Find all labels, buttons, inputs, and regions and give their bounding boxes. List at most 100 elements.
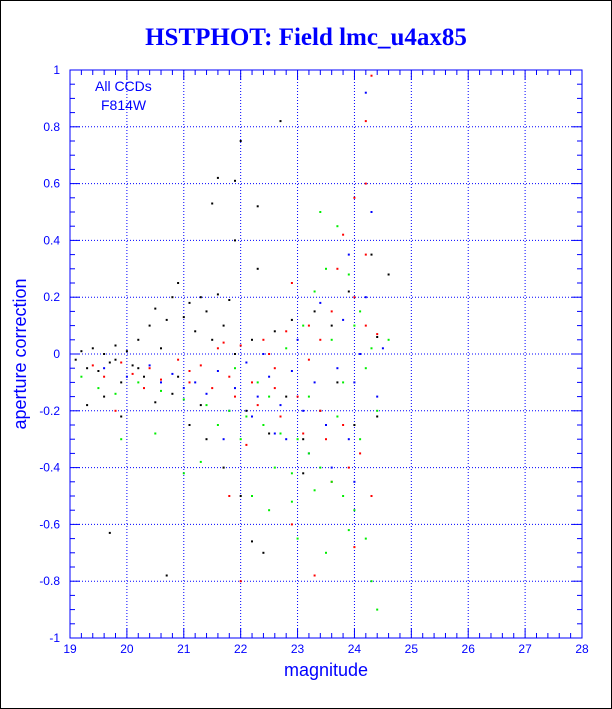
data-point — [228, 375, 231, 378]
data-point — [97, 387, 100, 390]
data-point — [251, 415, 253, 418]
chart-title: HSTPHOT: Field lmc_u4ax85 — [145, 24, 467, 51]
data-point — [302, 438, 305, 441]
data-point — [353, 509, 356, 512]
data-point — [307, 395, 310, 398]
data-point — [290, 523, 293, 526]
data-point — [103, 367, 106, 370]
data-point — [216, 370, 219, 372]
data-point — [239, 344, 242, 347]
y-tick-label: 0.4 — [43, 233, 60, 247]
data-point — [364, 296, 367, 299]
data-point — [199, 364, 202, 367]
data-point — [114, 392, 117, 395]
data-point — [211, 202, 214, 205]
data-point — [234, 179, 236, 182]
data-point — [228, 409, 231, 412]
data-point — [245, 409, 248, 412]
data-point — [251, 495, 253, 497]
data-point — [251, 381, 253, 384]
data-point — [114, 358, 117, 361]
y-tick-label: -1 — [49, 631, 60, 645]
data-point — [313, 290, 316, 293]
data-point — [330, 338, 333, 341]
data-point — [262, 424, 265, 426]
data-point — [245, 415, 248, 418]
data-point — [347, 253, 350, 256]
y-tick-label: 1 — [53, 63, 60, 77]
data-point — [353, 480, 356, 483]
data-point — [359, 310, 362, 313]
data-point — [273, 330, 276, 333]
data-point — [325, 424, 327, 426]
data-point — [137, 381, 140, 384]
y-tick-label: -0.8 — [39, 574, 60, 588]
x-tick-label: 26 — [462, 642, 476, 656]
x-tick-label: 20 — [120, 642, 134, 656]
data-point — [353, 296, 356, 299]
data-point — [279, 415, 282, 418]
data-point — [103, 395, 106, 398]
data-point — [347, 290, 350, 293]
data-point — [290, 472, 293, 475]
data-point — [205, 392, 208, 395]
data-point — [347, 466, 350, 469]
data-point — [188, 381, 191, 384]
data-point — [273, 466, 276, 469]
data-point — [120, 361, 123, 364]
data-point — [199, 460, 202, 463]
data-point — [211, 338, 214, 341]
data-point — [199, 404, 202, 407]
data-point — [342, 424, 345, 426]
data-point — [205, 310, 208, 313]
data-point — [290, 500, 293, 503]
data-point — [364, 367, 367, 370]
data-point — [108, 361, 111, 364]
y-tick-label: 0.6 — [43, 177, 60, 191]
data-point — [120, 415, 123, 418]
data-point — [114, 409, 117, 412]
data-point — [359, 438, 362, 441]
data-point — [319, 338, 322, 341]
data-point — [330, 480, 333, 483]
data-point — [234, 395, 236, 398]
data-point — [199, 296, 202, 299]
data-point — [387, 338, 390, 341]
data-point — [256, 404, 259, 407]
data-point — [370, 253, 373, 256]
data-point — [182, 316, 185, 319]
data-point — [120, 381, 123, 384]
data-point — [137, 367, 140, 370]
data-point — [342, 318, 345, 321]
data-point — [296, 537, 299, 540]
data-point — [171, 392, 174, 395]
minor-ticks — [69, 69, 583, 639]
data-point — [234, 353, 236, 355]
data-point — [268, 395, 271, 398]
data-point — [296, 338, 299, 341]
data-point — [177, 282, 180, 284]
data-point — [279, 404, 282, 407]
data-point — [285, 347, 288, 350]
x-tick-label: 19 — [63, 642, 77, 656]
data-point — [108, 531, 111, 534]
data-point — [177, 358, 180, 361]
data-point — [370, 495, 373, 497]
data-point — [160, 389, 162, 392]
data-point — [262, 353, 265, 355]
data-point — [239, 140, 242, 142]
y-axis-label: aperture correction — [10, 278, 30, 429]
data-point — [262, 338, 265, 341]
data-point — [228, 495, 231, 497]
data-point — [80, 375, 83, 378]
y-tick-label: 0 — [53, 347, 60, 361]
data-point — [336, 267, 339, 270]
data-point — [154, 432, 157, 435]
data-point — [302, 409, 305, 412]
data-point — [370, 347, 373, 350]
data-point — [194, 381, 197, 384]
data-point — [330, 466, 333, 469]
y-tick-label: -0.4 — [39, 461, 60, 475]
data-point — [234, 367, 236, 370]
